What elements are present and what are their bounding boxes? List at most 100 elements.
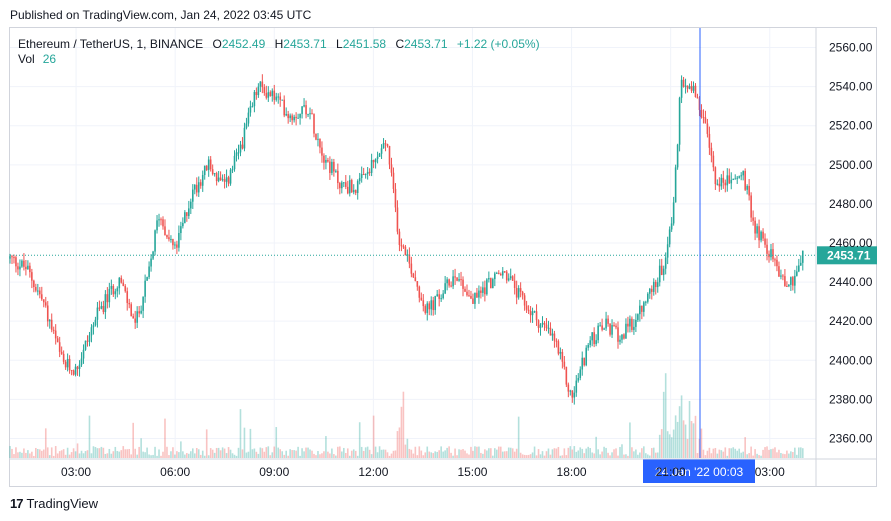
volume-bar: [39, 449, 41, 458]
volume-bar: [801, 448, 804, 458]
volume-bar: [213, 452, 216, 458]
volume-bar: [647, 454, 649, 458]
candle-body: [611, 325, 613, 335]
candle-body: [750, 195, 752, 218]
volume-bar: [335, 455, 337, 458]
candle-body: [541, 322, 544, 325]
volume-bar: [23, 448, 25, 458]
candle-body: [770, 249, 772, 258]
candle-body: [446, 279, 448, 284]
candle-body: [470, 295, 472, 299]
volume-bar: [714, 447, 717, 458]
volume-bar: [674, 415, 677, 458]
volume-bar: [106, 453, 109, 458]
volume-bar: [323, 451, 325, 458]
candle-body: [476, 292, 478, 298]
candle-body: [287, 114, 289, 119]
candle-body: [146, 277, 148, 281]
volume-bar: [88, 415, 91, 458]
candle-body: [617, 327, 619, 342]
volume-bar: [654, 452, 657, 458]
volume-bar: [414, 446, 417, 458]
volume-bar: [738, 448, 741, 458]
candle-body: [724, 182, 727, 186]
volume-bar: [358, 422, 361, 458]
volume-bar: [507, 447, 510, 458]
volume-bar: [40, 450, 43, 458]
symbol-title[interactable]: Ethereum / TetherUS, 1, BINANCE: [18, 37, 204, 51]
volume-bar: [660, 429, 663, 458]
volume-bar: [390, 453, 393, 458]
volume-bar: [585, 448, 588, 458]
volume-bar: [380, 449, 383, 458]
volume-bar: [19, 451, 21, 458]
volume-bar: [128, 448, 131, 458]
candles: [9, 74, 804, 405]
candle-body: [110, 286, 113, 289]
volume-bar: [100, 446, 103, 458]
candle-body: [309, 113, 311, 115]
candle-body: [283, 99, 285, 116]
open-value: 2452.49: [221, 37, 266, 51]
candle-body: [341, 182, 343, 189]
volume-bar: [199, 454, 202, 458]
volume-bar: [219, 450, 222, 458]
candle-body: [565, 366, 568, 385]
footer-brand[interactable]: 17 TradingView: [10, 496, 98, 511]
candle-body: [174, 244, 176, 246]
volume-bar: [484, 449, 486, 458]
candle-body: [31, 272, 33, 281]
candle-body: [384, 143, 387, 145]
candle-body: [660, 265, 663, 275]
candle-body: [35, 287, 37, 291]
volume-bar: [96, 448, 99, 458]
volume-bar: [722, 451, 725, 458]
volume-bar: [750, 446, 752, 458]
volume-bar: [774, 447, 776, 458]
candle-body: [587, 344, 589, 348]
candle-body: [682, 79, 685, 87]
volume-bar: [174, 454, 176, 458]
volume-bar: [122, 446, 125, 458]
volume-bar: [627, 455, 629, 458]
volume-bar: [476, 446, 478, 458]
candle-body: [370, 160, 373, 173]
price-tick-label: 2500.00: [829, 158, 873, 172]
volume-bar: [406, 438, 409, 458]
volume-bar: [744, 437, 746, 458]
volume-bar: [497, 446, 500, 458]
volume-bar: [410, 449, 413, 458]
candle-body: [784, 276, 786, 286]
candle-body: [521, 291, 524, 296]
volume-bar: [754, 449, 756, 458]
volume-bar: [398, 427, 401, 458]
volume-bar: [794, 447, 796, 458]
volume-bar: [633, 451, 635, 458]
volume-bar: [309, 449, 311, 458]
volume-bar: [144, 452, 146, 458]
candle-body: [545, 324, 548, 329]
candle-body: [205, 165, 208, 170]
volume-bar: [716, 453, 719, 458]
candle-body: [231, 169, 234, 171]
candle-body: [140, 310, 142, 314]
volume-bar: [263, 451, 266, 458]
volume-bar: [235, 455, 238, 458]
candle-body: [557, 341, 560, 354]
candle-body: [563, 361, 566, 367]
price-tick-label: 2400.00: [829, 353, 873, 367]
volume-bar: [156, 455, 158, 458]
price-tick-label: 2540.00: [829, 80, 873, 94]
candle-body: [674, 167, 677, 203]
candle-body: [666, 244, 669, 258]
candle-body: [494, 273, 496, 280]
candle-body: [66, 358, 69, 368]
volume-bar: [573, 446, 576, 458]
time-axis: 03:00 06:00 09:00 12:00 15:00 18:00 21:00 03:00: [9, 458, 877, 479]
candle-body: [676, 144, 679, 168]
volume-bar: [515, 448, 518, 458]
volume-bar: [553, 448, 556, 458]
candle-body: [472, 298, 474, 304]
volume-bar: [130, 454, 133, 458]
